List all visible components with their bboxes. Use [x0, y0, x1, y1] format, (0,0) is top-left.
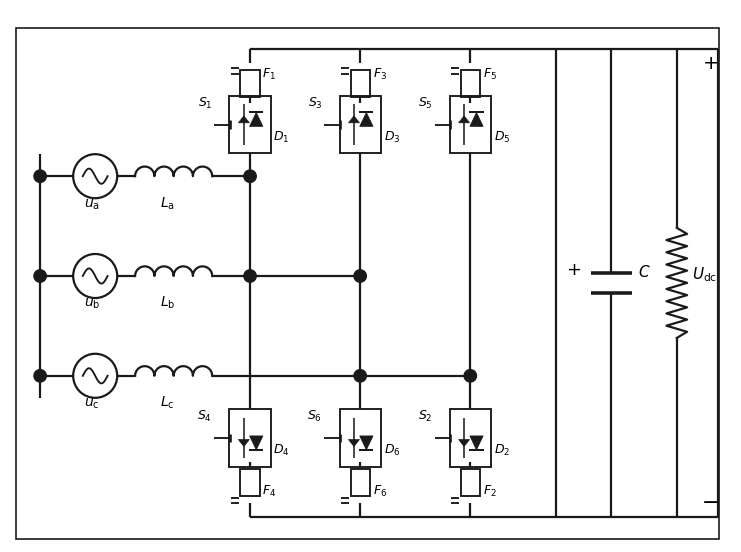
Bar — [450, 95, 491, 153]
Text: $S_{6}$: $S_{6}$ — [308, 410, 322, 424]
Bar — [339, 95, 381, 153]
Circle shape — [244, 170, 256, 182]
Text: $D_{4}$: $D_{4}$ — [273, 443, 290, 458]
Text: $U_{\rm dc}$: $U_{\rm dc}$ — [692, 266, 717, 284]
Text: $S_{2}$: $S_{2}$ — [418, 410, 433, 424]
Text: $L_{\rm c}$: $L_{\rm c}$ — [160, 395, 175, 411]
Bar — [240, 469, 259, 496]
Text: $S_{1}$: $S_{1}$ — [198, 96, 212, 112]
Text: $D_{5}$: $D_{5}$ — [494, 130, 510, 145]
Polygon shape — [359, 113, 373, 126]
Text: $F_{1}$: $F_{1}$ — [262, 67, 276, 82]
Bar — [350, 469, 370, 496]
Polygon shape — [250, 436, 263, 450]
Text: $-$: $-$ — [701, 492, 719, 511]
Text: $D_{3}$: $D_{3}$ — [384, 130, 400, 145]
Text: $S_{3}$: $S_{3}$ — [308, 96, 322, 112]
Bar — [240, 70, 259, 97]
Polygon shape — [239, 439, 250, 447]
Circle shape — [34, 170, 47, 182]
Text: $+$: $+$ — [702, 55, 718, 73]
Polygon shape — [470, 436, 483, 450]
Text: $L_{\rm b}$: $L_{\rm b}$ — [160, 295, 175, 311]
Text: $D_{2}$: $D_{2}$ — [494, 443, 510, 458]
Polygon shape — [348, 439, 359, 447]
Text: $F_{6}$: $F_{6}$ — [373, 484, 387, 499]
Text: $F_{3}$: $F_{3}$ — [373, 67, 387, 82]
Bar — [230, 409, 270, 466]
Circle shape — [244, 270, 256, 282]
Bar — [230, 95, 270, 153]
Polygon shape — [239, 116, 250, 123]
Polygon shape — [250, 113, 263, 126]
Text: $F_{5}$: $F_{5}$ — [482, 67, 496, 82]
Text: $F_{4}$: $F_{4}$ — [262, 484, 276, 499]
Text: $u_{\rm c}$: $u_{\rm c}$ — [84, 397, 99, 411]
Bar — [339, 409, 381, 466]
Text: $D_{1}$: $D_{1}$ — [273, 130, 290, 145]
Polygon shape — [459, 116, 470, 123]
Circle shape — [464, 370, 476, 382]
Text: $S_{5}$: $S_{5}$ — [418, 96, 433, 112]
Bar — [450, 409, 491, 466]
Bar — [461, 469, 480, 496]
Circle shape — [354, 370, 366, 382]
Text: $S_{4}$: $S_{4}$ — [197, 410, 212, 424]
Circle shape — [34, 270, 47, 282]
Polygon shape — [459, 439, 470, 447]
Text: $L_{\rm a}$: $L_{\rm a}$ — [160, 195, 175, 211]
Text: $u_{\rm a}$: $u_{\rm a}$ — [84, 197, 100, 211]
Bar — [461, 70, 480, 97]
Text: $F_{2}$: $F_{2}$ — [482, 484, 496, 499]
Bar — [350, 70, 370, 97]
Polygon shape — [348, 116, 359, 123]
Polygon shape — [470, 113, 483, 126]
Polygon shape — [359, 436, 373, 450]
Text: $C$: $C$ — [637, 264, 650, 280]
Text: $+$: $+$ — [566, 262, 581, 279]
Text: $u_{\rm b}$: $u_{\rm b}$ — [84, 297, 100, 311]
Circle shape — [34, 370, 47, 382]
Text: $D_{6}$: $D_{6}$ — [384, 443, 400, 458]
Circle shape — [354, 270, 366, 282]
